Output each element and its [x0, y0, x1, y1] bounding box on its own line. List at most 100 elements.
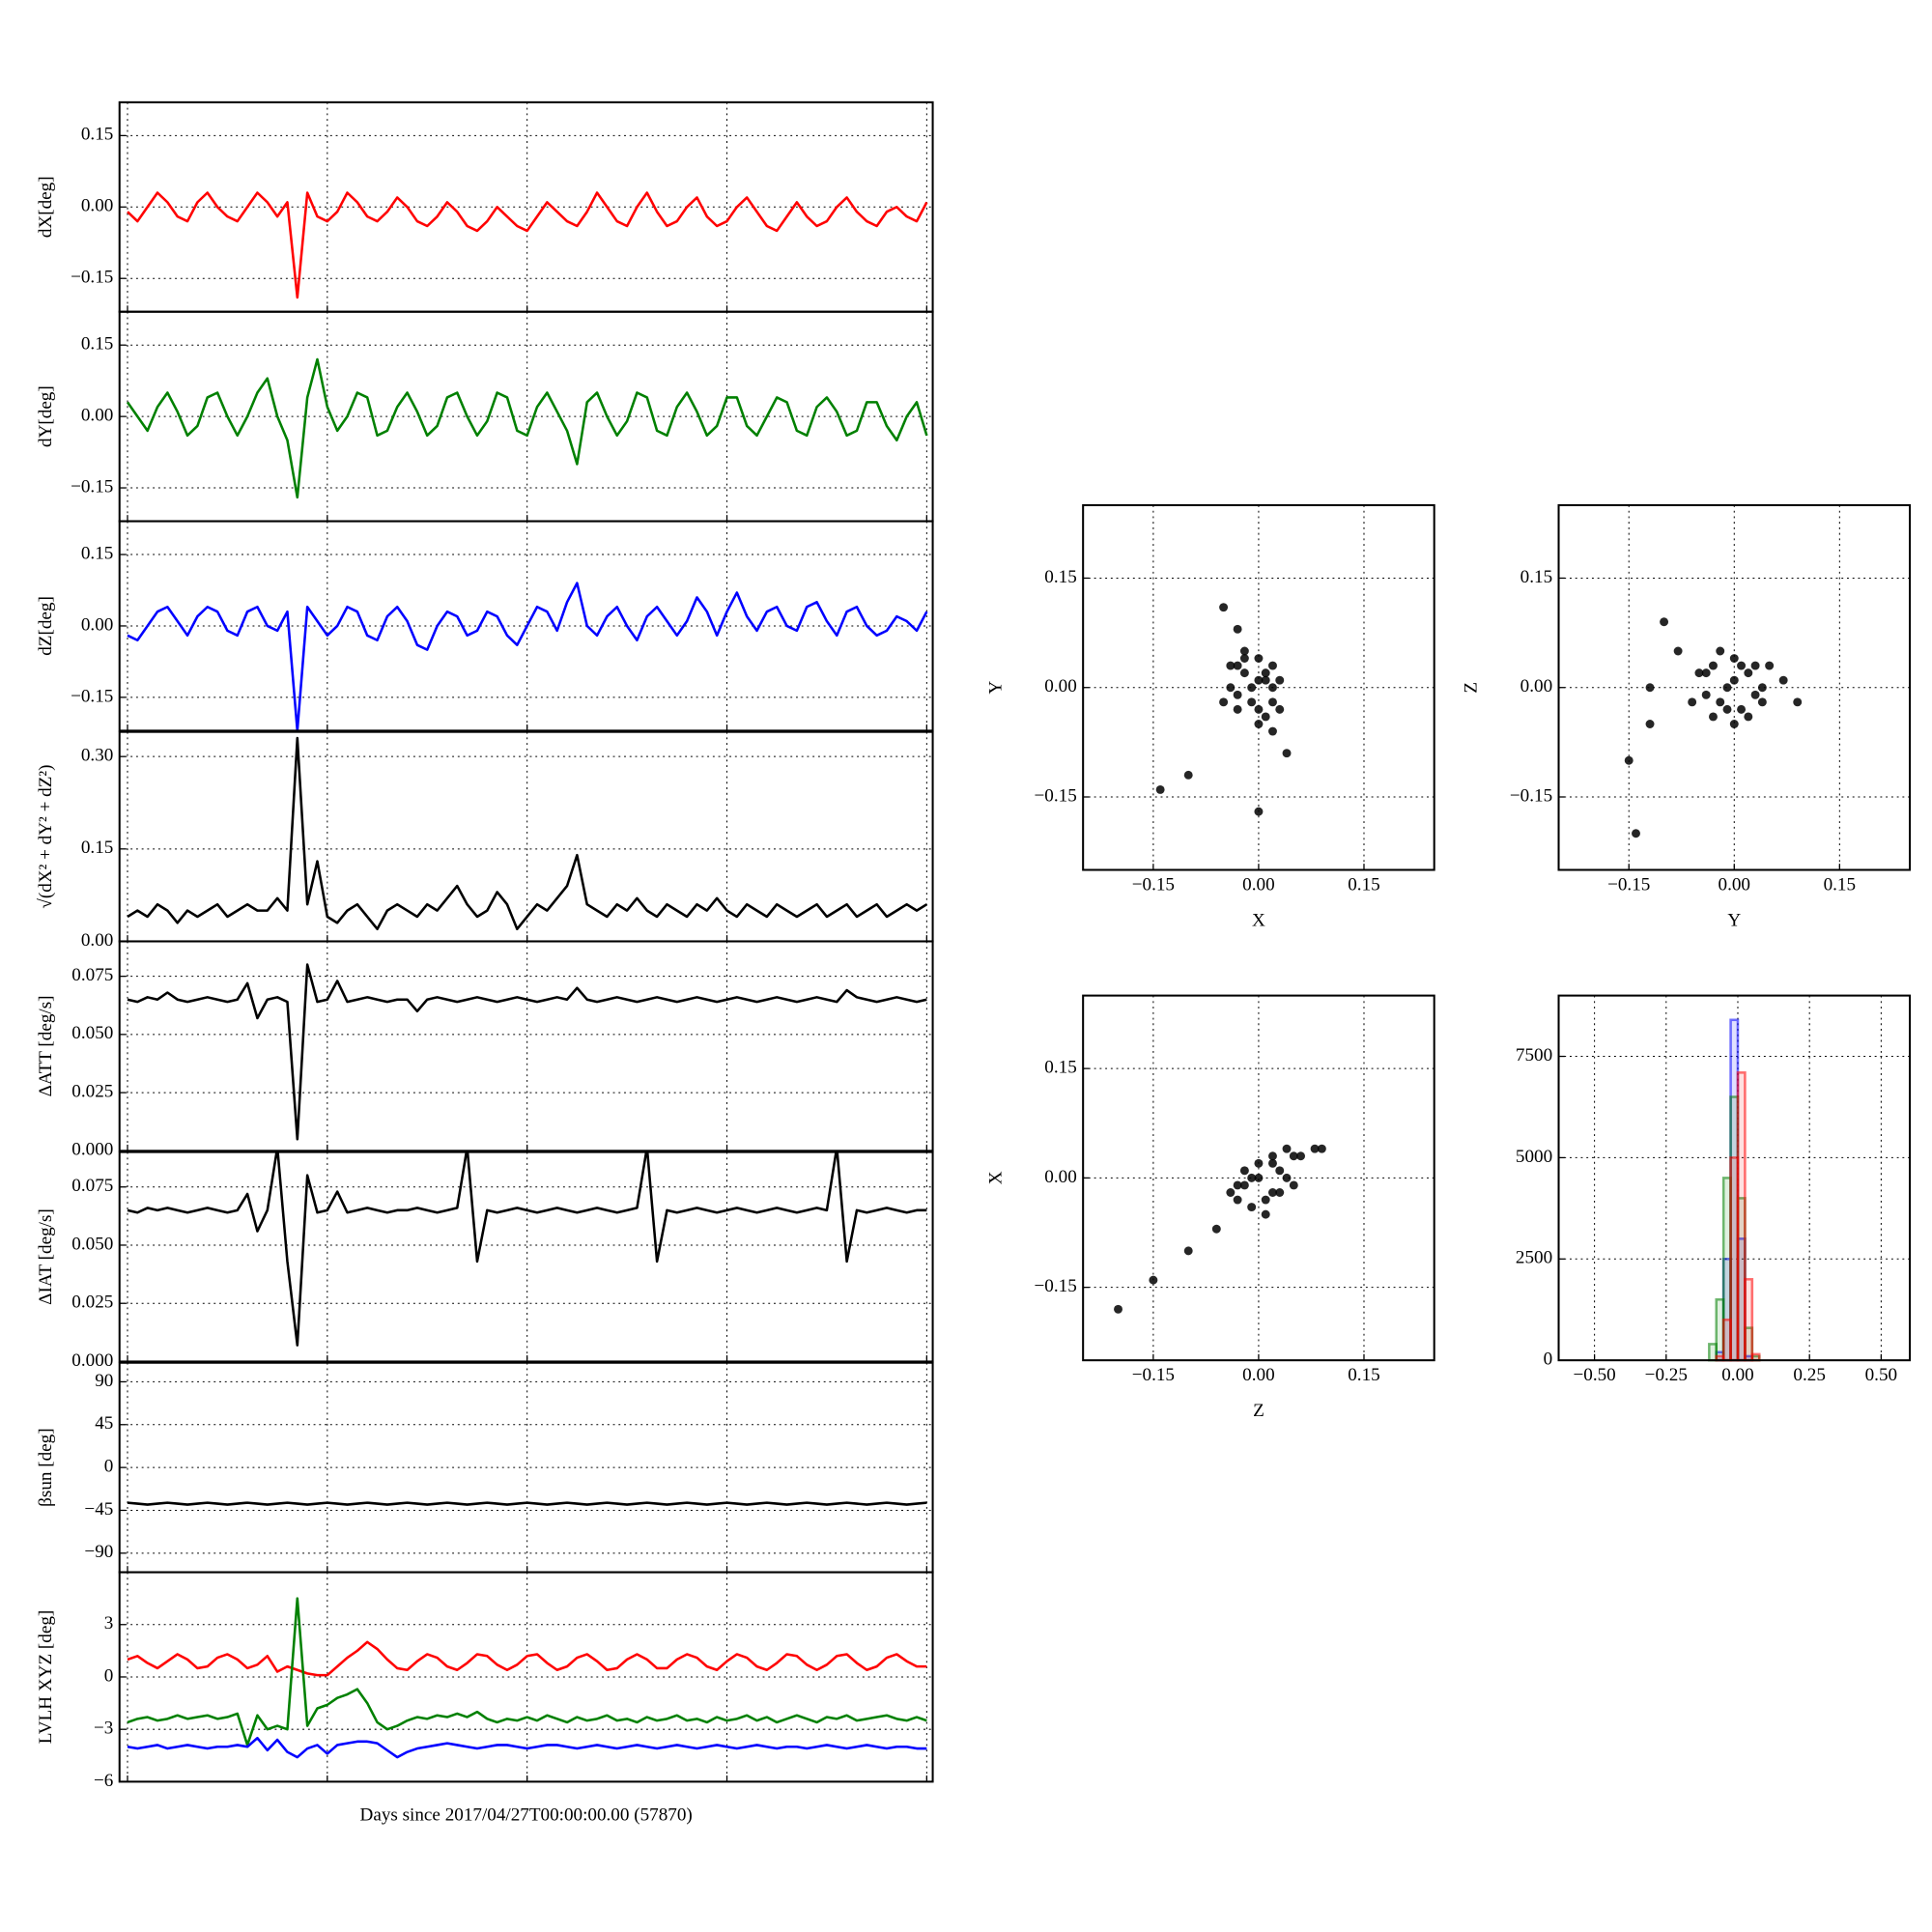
x-tick-label: 0.00 — [1242, 1365, 1274, 1385]
series-line — [127, 1640, 927, 1677]
y-tick-label: 0.00 — [1520, 676, 1552, 696]
x-tick-label: −0.15 — [1132, 874, 1175, 895]
scatter-point — [1226, 1188, 1236, 1197]
x-tick-label: 0.25 — [1793, 1365, 1825, 1385]
scatter-point — [1709, 712, 1718, 722]
scatter-point — [1694, 668, 1704, 678]
y-tick-label: 0.15 — [81, 334, 113, 355]
x-tick-label: 0.00 — [1719, 874, 1750, 895]
scatter-point — [1233, 1180, 1242, 1190]
scatter-point — [1660, 617, 1669, 627]
series-line — [127, 191, 928, 299]
series-line — [127, 1151, 927, 1347]
scatter-point — [1793, 697, 1803, 707]
scatter-point — [1149, 1275, 1158, 1285]
scatter-point — [1289, 1151, 1298, 1161]
scatter-point — [1268, 661, 1277, 670]
scatter-point — [1716, 697, 1725, 707]
panel-frame — [118, 1571, 934, 1783]
scatter-point — [1239, 654, 1249, 663]
scatter-point — [1261, 1209, 1270, 1219]
scatter-point — [1233, 661, 1242, 670]
histogram-bar — [1744, 1277, 1754, 1362]
y-tick-label: −0.15 — [1035, 785, 1077, 806]
scatter-point — [1247, 697, 1257, 707]
series-line — [127, 736, 928, 931]
scatter-point — [1632, 829, 1640, 838]
scatter-point — [1247, 1173, 1257, 1182]
x-tick-label: 0.50 — [1865, 1365, 1897, 1385]
scatter-point — [1261, 712, 1270, 722]
scatter-point — [1254, 807, 1264, 816]
scatter-point — [1275, 675, 1285, 685]
y-tick-label: 7500 — [1516, 1045, 1552, 1065]
y-axis-label: ΔIAT [deg/s] — [36, 1208, 56, 1305]
y-tick-label: 0.15 — [81, 125, 113, 145]
scatter-point — [1275, 1166, 1285, 1176]
scatter-point — [1716, 646, 1725, 656]
scatter-point — [1226, 661, 1236, 670]
scatter-point — [1268, 683, 1277, 693]
y-tick-label: 0.15 — [81, 838, 113, 858]
scatter-point — [1219, 697, 1229, 707]
y-tick-label: 0.075 — [71, 1176, 113, 1196]
scatter-point — [1233, 704, 1242, 714]
scatter-point — [1317, 1144, 1326, 1153]
y-axis-label: dX[deg] — [36, 176, 56, 238]
scatter-point — [1211, 1224, 1221, 1234]
y-axis-label: Z — [1462, 682, 1482, 694]
x-axis-label: X — [1252, 910, 1265, 930]
y-tick-label: 5000 — [1516, 1147, 1552, 1167]
scatter-point — [1729, 675, 1739, 685]
scatter-point — [1254, 1158, 1264, 1168]
x-axis-label: Days since 2017/04/27T00:00:00.00 (57870… — [360, 1804, 693, 1825]
panel-frame — [118, 1151, 934, 1363]
series-line — [127, 1597, 927, 1747]
scatter-point — [1247, 683, 1257, 693]
y-axis-label: ΔATT [deg/s] — [36, 995, 56, 1096]
scatter-point — [1239, 1166, 1249, 1176]
y-tick-label: 0.15 — [1044, 1058, 1076, 1078]
scatter-point — [1701, 690, 1711, 699]
scatter-point — [1233, 690, 1242, 699]
x-tick-label: 0.15 — [1348, 874, 1379, 895]
y-tick-label: 0.00 — [81, 196, 113, 216]
scatter-point — [1729, 720, 1739, 728]
scatter-point — [1701, 668, 1711, 678]
series-line — [127, 1501, 927, 1506]
y-tick-label: 45 — [95, 1413, 113, 1434]
y-tick-label: 0.15 — [1044, 567, 1076, 587]
scatter-point — [1673, 646, 1683, 656]
scatter-point — [1275, 1188, 1285, 1197]
y-tick-label: 2500 — [1516, 1248, 1552, 1268]
y-tick-label: 0.000 — [71, 1350, 113, 1371]
x-tick-label: −0.15 — [1132, 1365, 1175, 1385]
x-axis-label: Y — [1727, 910, 1741, 930]
y-tick-label: 0.00 — [81, 614, 113, 635]
y-axis-label: dY[deg] — [36, 385, 56, 447]
scatter-point — [1744, 668, 1753, 678]
scatter-point — [1757, 697, 1767, 707]
x-tick-label: 0.00 — [1721, 1365, 1753, 1385]
y-tick-label: −45 — [84, 1499, 113, 1520]
y-axis-label: LVLH XYZ [deg] — [36, 1610, 56, 1744]
y-tick-label: 0.050 — [71, 1234, 113, 1254]
scatter-point — [1310, 1144, 1320, 1153]
scatter-point — [1268, 1188, 1277, 1197]
scatter-point — [1645, 720, 1655, 728]
scatter-point — [1261, 1195, 1270, 1205]
series-line — [127, 582, 928, 731]
y-axis-label: Y — [985, 681, 1006, 695]
scatter-point — [1183, 770, 1193, 780]
scatter-point — [1261, 675, 1270, 685]
scatter-point — [1268, 1151, 1277, 1161]
y-tick-label: −0.15 — [1035, 1276, 1077, 1296]
y-tick-label: 3 — [104, 1613, 114, 1634]
scatter-point — [1233, 624, 1242, 634]
y-tick-label: 0.025 — [71, 1081, 113, 1101]
panel-frame — [1557, 503, 1912, 871]
scatter-point — [1282, 749, 1292, 758]
scatter-point — [1239, 1180, 1249, 1190]
scatter-point — [1254, 704, 1264, 714]
panel-frame — [1082, 994, 1435, 1362]
